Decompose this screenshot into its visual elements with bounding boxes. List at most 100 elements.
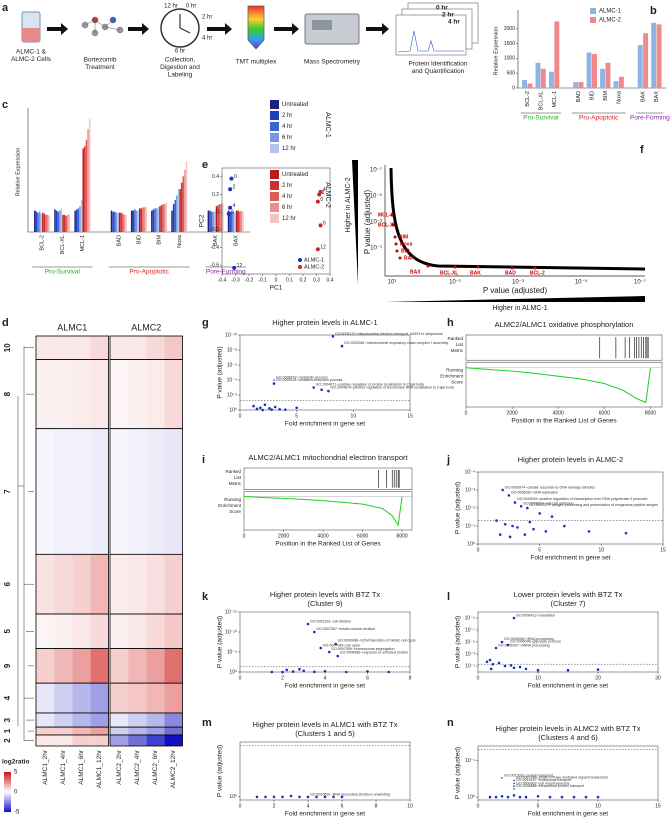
cluster-label: 4 (3, 695, 12, 700)
x-tick-label: Noxa (616, 90, 622, 104)
x-tick-label: 30 (655, 675, 661, 681)
gene-label: BID (401, 248, 410, 254)
legend-tick: 0 (14, 790, 18, 796)
strip-label: List (234, 475, 242, 480)
point (226, 211, 231, 216)
y-axis-label: P value (adjusted) (455, 482, 462, 534)
point (538, 512, 541, 515)
bar (79, 206, 81, 232)
x-tick-label: 0 (243, 533, 246, 539)
bar (586, 52, 592, 88)
point (560, 795, 564, 799)
legend-label: 4 hr (282, 194, 292, 200)
point (506, 795, 510, 799)
point-label: 6 (231, 209, 234, 215)
bar (180, 182, 183, 232)
y-tick-label: 10⁻¹ (465, 523, 475, 529)
point (263, 403, 267, 407)
x-axis-label: Fold enrichment in gene set (285, 811, 365, 818)
bar (42, 212, 44, 232)
x-tick-label: BAD (576, 91, 582, 102)
bar (214, 211, 216, 232)
heat-cell (110, 683, 129, 714)
point (485, 660, 489, 664)
bar (37, 212, 39, 232)
panel-title: (Clusters 1 and 5) (295, 729, 355, 738)
heat-cell (72, 713, 91, 728)
y-tick-label: 10⁻⁵ (370, 193, 383, 200)
point (566, 668, 570, 672)
cluster-label: 6 (3, 581, 12, 586)
legend-label: 4 hr (282, 124, 292, 130)
bar (145, 206, 147, 232)
panel-label: f (640, 144, 644, 156)
point (278, 407, 281, 411)
annotation: GO:0055114~oxidation-reduction process (276, 378, 343, 382)
annotation: GO:0006260~DNA replication (511, 490, 558, 494)
heat-cell (90, 614, 109, 649)
annotation-dot (513, 785, 515, 787)
tmt-tube (247, 5, 265, 50)
clock-label: 0 hr (186, 4, 196, 10)
x-tick-label: 8 (375, 803, 378, 809)
bar (151, 210, 153, 232)
annotation-dot (334, 643, 337, 645)
x-axis-label: Position in the Ranked List of Genes (275, 541, 381, 548)
bar (179, 189, 181, 232)
legend-ramp (4, 804, 11, 807)
heat-cell (36, 727, 55, 736)
point (285, 668, 289, 672)
side-label: Higher in ALMC-1 (492, 305, 547, 312)
heat-cell (90, 336, 109, 360)
legend-ramp (4, 784, 11, 787)
heat-cell (90, 683, 109, 714)
x-tick-label: 4 (307, 803, 310, 809)
x-tick-label: 2000 (507, 410, 518, 416)
x-tick-label: 10 (351, 413, 357, 419)
clock-label: 2 hr (202, 15, 212, 21)
volcano-panel: f 10⁻⁷ 10⁻⁵ 10⁻³ 10⁻¹ 10¹ 10⁻¹ 10⁻³ 10⁻⁵… (345, 144, 646, 312)
point (518, 665, 522, 669)
annotation: GO:0045944~positive regulation of transc… (517, 497, 649, 501)
bar (118, 212, 121, 232)
legend-label: ALMC-1 (304, 257, 324, 263)
panel-title: Higher protein levels in ALMC1 with BTZ … (253, 720, 398, 729)
heat-cell (146, 336, 165, 360)
bar (74, 210, 76, 232)
wedge-y (352, 160, 358, 285)
point (596, 668, 600, 671)
x-tick-label: 10⁻⁷ (634, 279, 646, 286)
x-tick-label: BAX (233, 235, 239, 246)
x-tick-label: 15 (407, 413, 413, 419)
annotation-dot (513, 782, 515, 785)
y-tick-label: 10⁻¹ (465, 663, 475, 669)
point (536, 794, 540, 798)
x-tick-label: 4000 (317, 533, 328, 539)
heat-cell (72, 735, 91, 746)
point (259, 406, 262, 410)
annotation-dot (332, 335, 334, 338)
point-label: 12 (320, 245, 326, 251)
panel-title: ALMC2/ALMC1 mitochondrial electron trans… (248, 453, 408, 462)
x-tick-label: 0 (239, 413, 242, 419)
step-label: ALMC-1 & (16, 49, 47, 56)
heat-cell (164, 648, 183, 684)
bar (229, 211, 231, 232)
point (268, 407, 271, 410)
point (323, 795, 327, 799)
column-label: ALMC2_2hr (116, 749, 123, 785)
annotation: GO:0098609~cell-cell adhesion (523, 502, 573, 506)
point (491, 662, 495, 666)
point (344, 670, 348, 674)
y-tick-label: 500 (507, 71, 516, 77)
heat-cell (54, 428, 73, 555)
x-tick-label: 2 (273, 803, 276, 809)
legend-ramp (4, 786, 11, 789)
heat-cell (110, 727, 129, 736)
column-label: ALMC1_12hr (96, 749, 103, 788)
x-tick-label: -0.3 (231, 277, 240, 283)
bar (656, 24, 662, 88)
y-tick-label: 10⁻⁷ (465, 627, 475, 633)
x-tick-label: 10 (595, 803, 601, 809)
strip-label: Running (224, 497, 241, 502)
